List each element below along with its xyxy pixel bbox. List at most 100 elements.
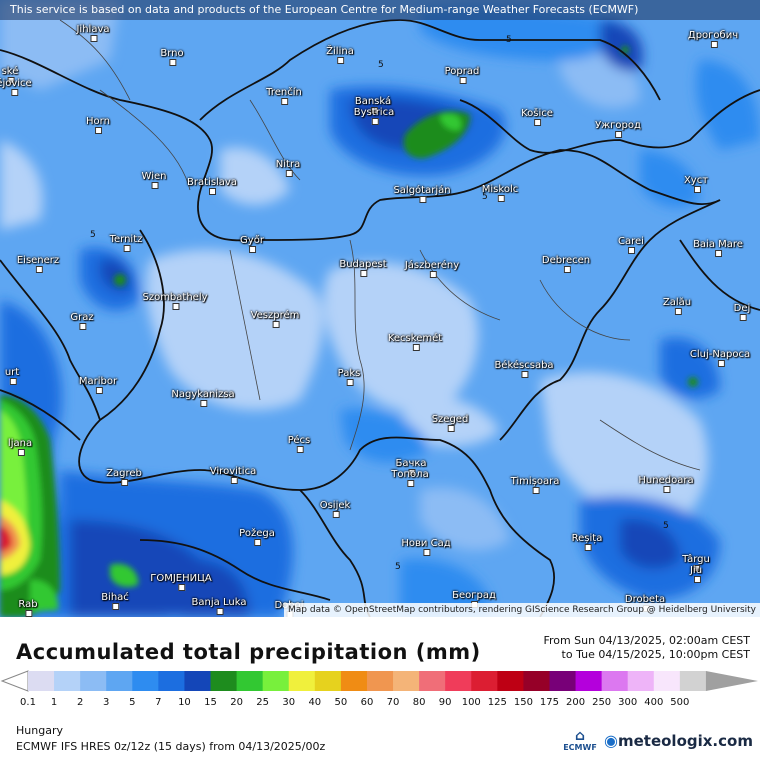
city-label: Veszprém xyxy=(250,310,300,328)
city-label: Košice xyxy=(521,108,553,126)
city-label: Nagykanizsa xyxy=(171,389,235,407)
contour-label: 5 xyxy=(90,230,96,240)
city-label: Hunedoara xyxy=(638,475,694,493)
city-label: Virovitica xyxy=(209,466,257,484)
city-label: Timișoara xyxy=(510,476,560,494)
city-label: Kecskemét xyxy=(387,333,443,351)
meteologix-logo[interactable]: ◉meteologix.com xyxy=(604,731,753,750)
city-label: Нови Сад xyxy=(401,538,451,556)
scale-swatch xyxy=(54,671,81,691)
scale-swatch xyxy=(340,671,368,691)
scale-swatch xyxy=(158,671,185,691)
city-label: Bihać xyxy=(101,592,129,610)
scale-tick-label: 150 xyxy=(513,697,533,708)
scale-swatch xyxy=(523,671,550,691)
city-label: Jihlava xyxy=(76,24,110,42)
scale-tick-label: 20 xyxy=(230,697,243,708)
city-label: Poprad xyxy=(444,66,480,84)
contour-label: 5 xyxy=(482,192,488,202)
city-label: Ужгород xyxy=(595,120,641,138)
city-label: Eisenerz xyxy=(16,255,60,273)
ecmwf-logo-text: ECMWF xyxy=(563,743,597,752)
scale-tick-label: 15 xyxy=(204,697,217,708)
scale-swatch xyxy=(471,671,498,691)
city-label: Хуст xyxy=(683,175,709,193)
scale-tick-label: 2 xyxy=(76,697,84,708)
forecast-period: From Sun 04/13/2025, 02:00am CEST to Tue… xyxy=(543,634,750,662)
scale-tick-label: 60 xyxy=(360,697,374,708)
scale-swatch xyxy=(705,671,758,691)
scale-tick-label: 500 xyxy=(670,697,690,708)
scale-swatch xyxy=(184,671,212,691)
city-label: Дрогобич xyxy=(687,30,739,48)
scale-swatch xyxy=(679,671,707,691)
city-label: Požega xyxy=(239,528,275,546)
contour-label: 5 xyxy=(506,35,512,45)
city-label: Târgu xyxy=(682,554,710,572)
city-label: Szeged xyxy=(431,414,469,432)
scale-swatch xyxy=(393,671,420,691)
city-label: Győr xyxy=(240,235,264,253)
scale-swatch xyxy=(601,671,629,691)
city-label: Топола xyxy=(391,469,429,487)
scale-swatch xyxy=(236,671,264,691)
city-label: urt xyxy=(4,367,20,385)
city-label: Pécs xyxy=(287,435,311,453)
city-label: Paks xyxy=(337,368,361,386)
scale-tick-label: 30 xyxy=(282,697,296,708)
city-label: Debrecen xyxy=(541,255,591,273)
scale-tick-label: 40 xyxy=(308,697,322,708)
city-label: Rab xyxy=(18,599,38,617)
city-label: Žilina xyxy=(326,46,354,64)
scale-swatch xyxy=(497,671,524,691)
scale-tick-label: 5 xyxy=(129,697,136,708)
scale-tick-label: 250 xyxy=(592,697,612,708)
scale-tick-label: 50 xyxy=(334,697,348,708)
scale-swatch xyxy=(653,671,681,691)
city-label: Maribor xyxy=(78,376,118,394)
city-label: Jiu xyxy=(689,565,703,583)
city-label: Reșița xyxy=(571,533,603,551)
city-label: Osijek xyxy=(319,500,351,518)
country-borders xyxy=(0,19,760,617)
scale-tick-label: 10 xyxy=(178,697,191,708)
city-label: Nitra xyxy=(275,159,301,177)
scale-swatch xyxy=(366,671,394,691)
scale-swatch xyxy=(132,671,159,691)
scale-tick-label: 300 xyxy=(618,697,638,708)
city-label: ljana xyxy=(7,438,33,456)
city-label: Ternitz xyxy=(109,234,143,252)
map-attribution: Map data © OpenStreetMap contributors, r… xyxy=(284,603,760,617)
scale-tick-label: 200 xyxy=(566,697,586,708)
contour-label: 5 xyxy=(378,60,384,70)
city-label: Bystrica xyxy=(353,107,395,125)
city-label: Salgótarján xyxy=(393,185,451,203)
period-to: to Tue 04/15/2025, 10:00pm CEST xyxy=(561,648,750,661)
scale-swatch xyxy=(445,671,472,691)
color-scale-bar xyxy=(0,670,758,692)
city-label: Graz xyxy=(70,312,94,330)
scale-swatch xyxy=(106,671,133,691)
city-label: Wien xyxy=(141,171,167,189)
city-label: Szombathely xyxy=(142,292,208,310)
city-label: Banja Luka xyxy=(191,597,247,615)
period-from: From Sun 04/13/2025, 02:00am CEST xyxy=(543,634,750,647)
contour-label: 5 xyxy=(395,562,401,572)
city-label: Jászberény xyxy=(404,260,460,278)
ecmwf-logo[interactable]: ⌂ ECMWF xyxy=(560,729,600,752)
scale-tick-label: 7 xyxy=(155,697,162,708)
map-title: Accumulated total precipitation (mm) xyxy=(16,640,481,664)
scale-tick-label: 3 xyxy=(103,697,110,708)
meteologix-brand: meteologix.com xyxy=(617,732,753,750)
city-label: ějovice xyxy=(0,78,32,96)
scale-tick-label: 70 xyxy=(386,697,400,708)
city-label: Budapest xyxy=(339,259,387,277)
city-label: ГОМЈЕНИЦА xyxy=(150,573,212,591)
scale-tick-label: 100 xyxy=(461,697,481,708)
scale-swatch xyxy=(262,671,290,691)
ecmwf-logo-icon: ⌂ xyxy=(574,728,586,744)
scale-swatch xyxy=(210,671,238,691)
ecmwf-notice-banner: This service is based on data and produc… xyxy=(0,0,760,20)
meteologix-globe-icon: ◉ xyxy=(604,731,618,750)
city-label: Београд xyxy=(452,590,496,608)
